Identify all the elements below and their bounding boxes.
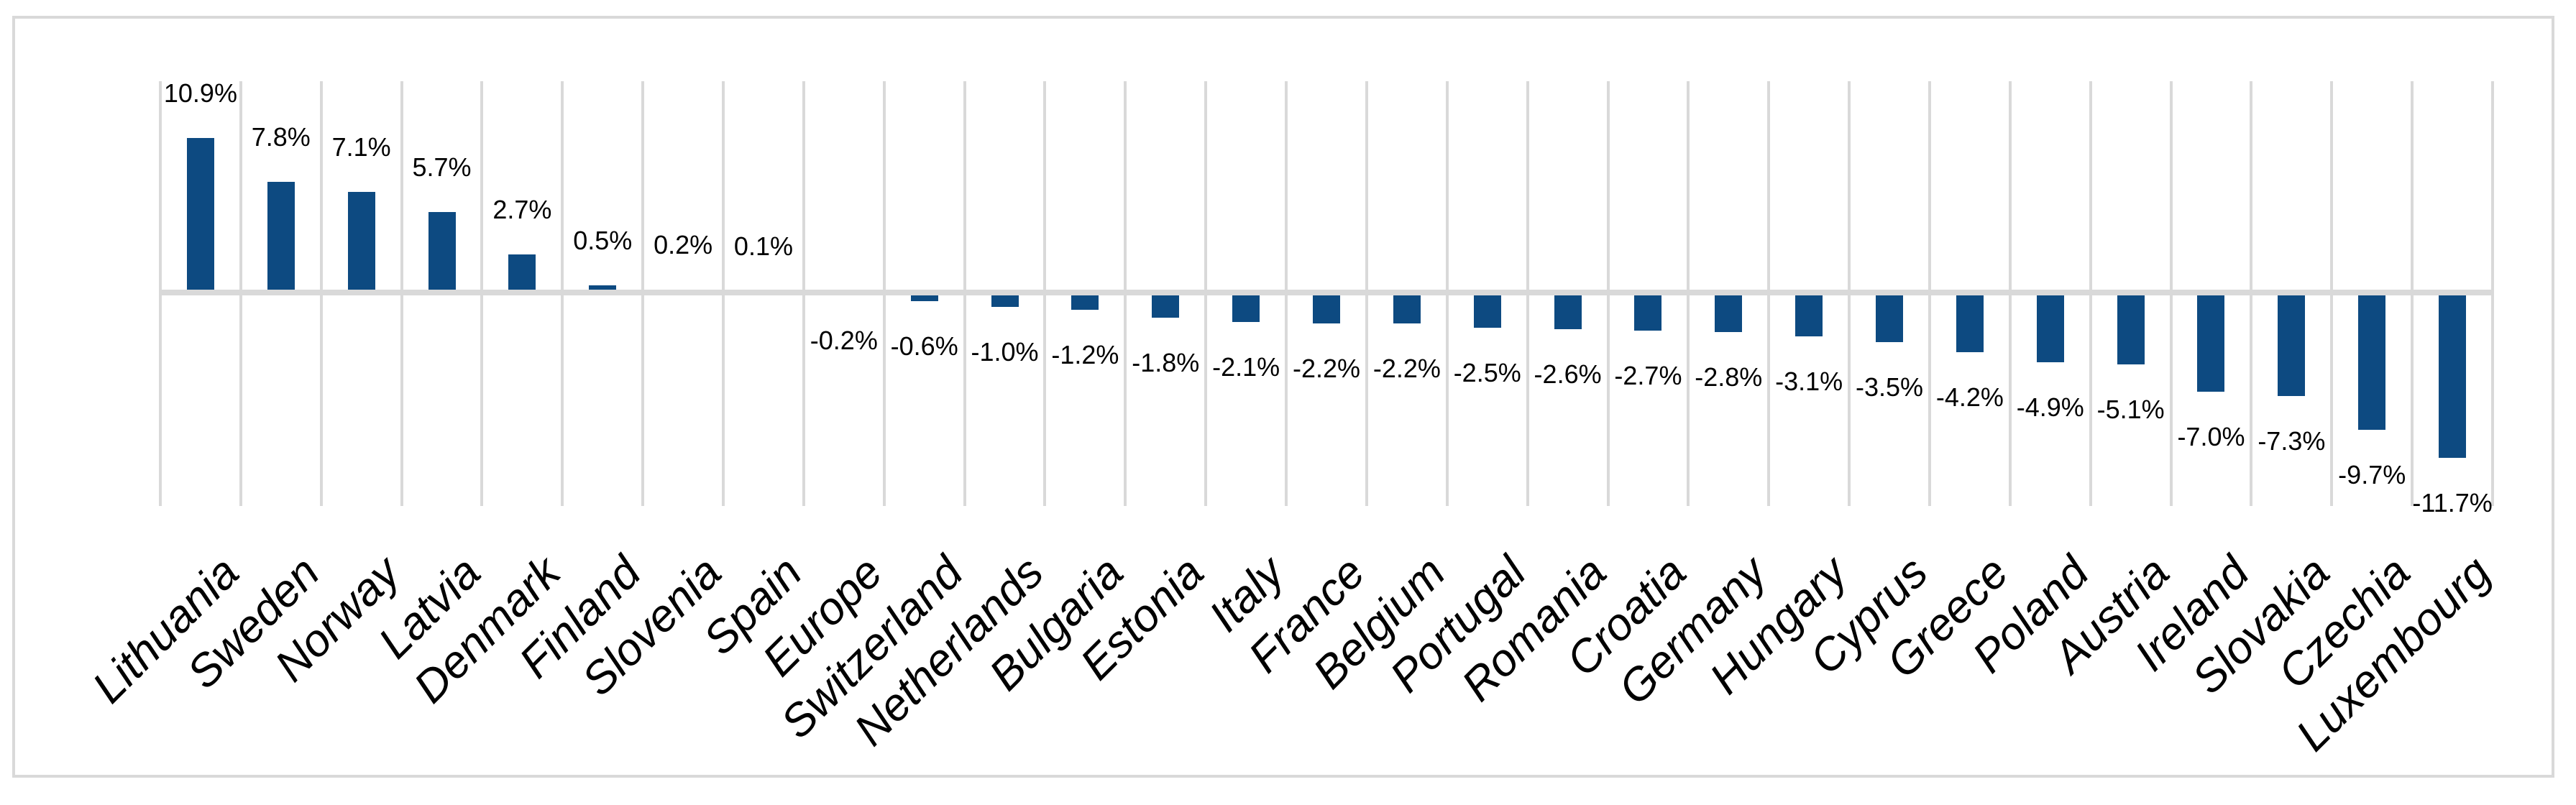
value-label-poland: -4.9% xyxy=(2016,392,2084,422)
value-label-netherlands: -1.0% xyxy=(971,336,1039,367)
value-label-sweden: 7.8% xyxy=(251,122,311,152)
bar-lithuania xyxy=(186,138,214,293)
bar-italy xyxy=(1232,293,1260,323)
bar-estonia xyxy=(1152,293,1180,318)
chart-border xyxy=(12,16,2554,778)
bar-luxembourg xyxy=(2439,293,2467,459)
value-label-slovakia: -7.3% xyxy=(2258,426,2326,456)
category-gridline xyxy=(2491,81,2494,506)
bar-croatia xyxy=(1634,293,1662,331)
bar-finland xyxy=(589,285,617,293)
value-label-france: -2.2% xyxy=(1292,354,1361,384)
value-label-estonia: -1.8% xyxy=(1132,348,1200,378)
bar-bulgaria xyxy=(1071,293,1099,310)
x-axis-line xyxy=(160,290,2493,295)
bar-poland xyxy=(2036,293,2064,362)
value-label-ireland: -7.0% xyxy=(2177,421,2245,451)
value-label-romania: -2.6% xyxy=(1534,359,1602,390)
bar-slovakia xyxy=(2278,293,2306,396)
value-label-czechia: -9.7% xyxy=(2338,460,2406,490)
value-label-bulgaria: -1.2% xyxy=(1051,339,1119,369)
bar-germany xyxy=(1715,293,1743,333)
bar-ireland xyxy=(2197,293,2225,392)
bar-austria xyxy=(2117,293,2145,365)
bar-switzerland xyxy=(910,293,938,301)
bar-czechia xyxy=(2358,293,2386,431)
value-label-finland: 0.5% xyxy=(573,226,633,256)
bar-greece xyxy=(1956,293,1984,352)
value-label-greece: -4.2% xyxy=(1935,382,2004,412)
value-label-hungary: -3.1% xyxy=(1775,367,1843,397)
value-label-belgium: -2.2% xyxy=(1372,354,1441,384)
bar-denmark xyxy=(508,254,536,293)
bar-latvia xyxy=(428,211,456,293)
value-label-switzerland: -0.6% xyxy=(890,331,958,361)
bar-romania xyxy=(1554,293,1582,330)
value-label-latvia: 5.7% xyxy=(412,152,472,182)
bar-netherlands xyxy=(991,293,1019,307)
value-label-austria: -5.1% xyxy=(2096,395,2165,425)
value-label-portugal: -2.5% xyxy=(1453,358,1521,388)
value-label-spain: 0.1% xyxy=(733,231,793,262)
bar-hungary xyxy=(1795,293,1823,337)
bar-portugal xyxy=(1473,293,1501,328)
bar-belgium xyxy=(1393,293,1421,324)
value-label-europe: -0.2% xyxy=(810,325,878,355)
bar-cyprus xyxy=(1876,293,1904,342)
value-label-luxembourg: -11.7% xyxy=(2412,488,2493,518)
bar-sweden xyxy=(267,182,295,293)
value-label-italy: -2.1% xyxy=(1212,352,1280,382)
value-label-norway: 7.1% xyxy=(331,132,391,162)
bar-france xyxy=(1313,293,1340,324)
bar-norway xyxy=(347,192,375,293)
value-label-cyprus: -3.5% xyxy=(1856,372,1924,402)
value-label-germany: -2.8% xyxy=(1695,362,1763,392)
value-label-denmark: 2.7% xyxy=(492,194,552,224)
value-label-slovenia: 0.2% xyxy=(654,230,713,260)
value-label-croatia: -2.7% xyxy=(1614,361,1682,391)
value-label-lithuania: 10.9% xyxy=(163,78,237,109)
